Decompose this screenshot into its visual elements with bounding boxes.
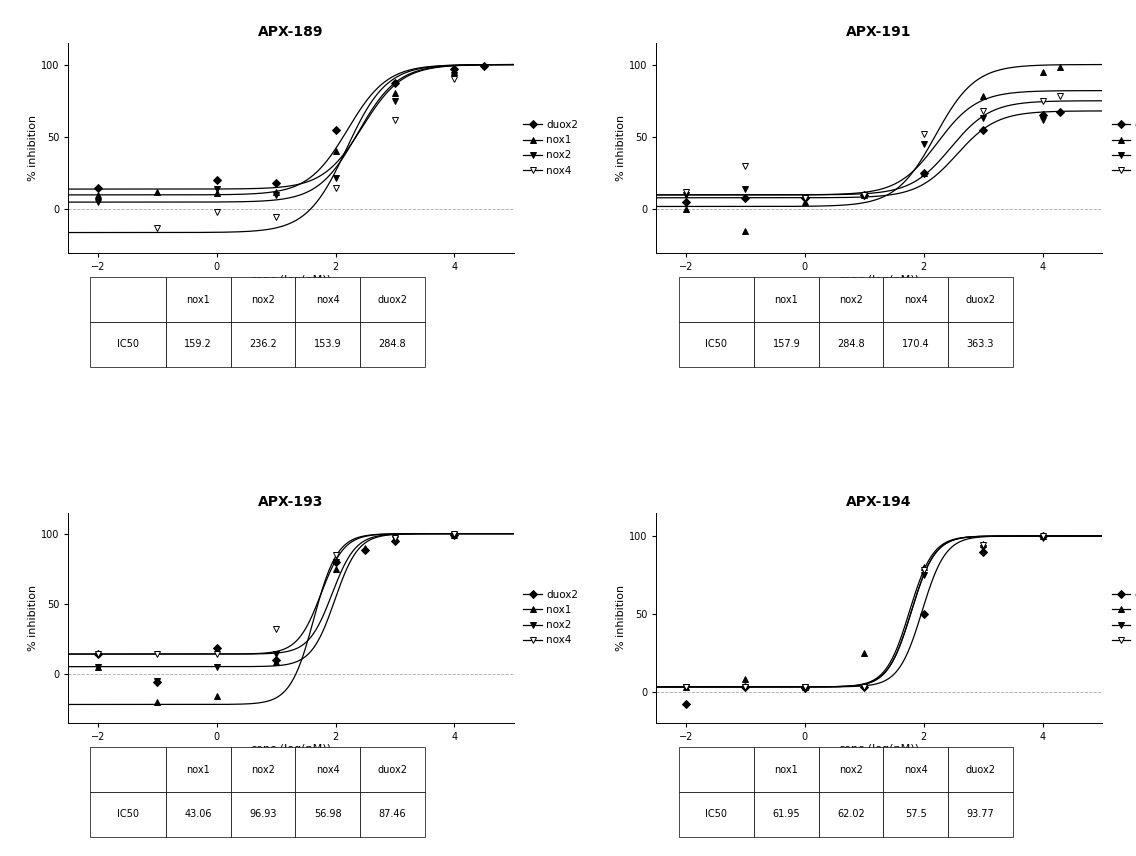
Y-axis label: % inhibition: % inhibition [28,585,37,651]
Y-axis label: % inhibition: % inhibition [616,115,626,181]
Title: APX-191: APX-191 [846,25,912,39]
Legend: duox2, nox1, nox2, nox4: duox2, nox1, nox2, nox4 [524,120,578,175]
Y-axis label: % inhibition: % inhibition [28,115,37,181]
Title: APX-189: APX-189 [258,25,324,39]
Title: APX-193: APX-193 [258,495,324,508]
Title: APX-194: APX-194 [846,495,912,508]
X-axis label: conc.(log(nM)): conc.(log(nM)) [250,745,332,754]
Legend: duox2, nox1, nox2, nox4: duox2, nox1, nox2, nox4 [1112,120,1136,175]
Legend: duox2, nox1, nox2, nox4: duox2, nox1, nox2, nox4 [524,590,578,645]
X-axis label: conc.(log(nM)): conc.(log(nM)) [250,275,332,285]
X-axis label: conc.(log(nM)): conc.(log(nM)) [838,745,920,754]
Legend: duox2, nox1, nox2, nox4: duox2, nox1, nox2, nox4 [1112,590,1136,645]
X-axis label: conc.(log(nM)): conc.(log(nM)) [838,275,920,285]
Y-axis label: % inhibition: % inhibition [616,585,626,651]
